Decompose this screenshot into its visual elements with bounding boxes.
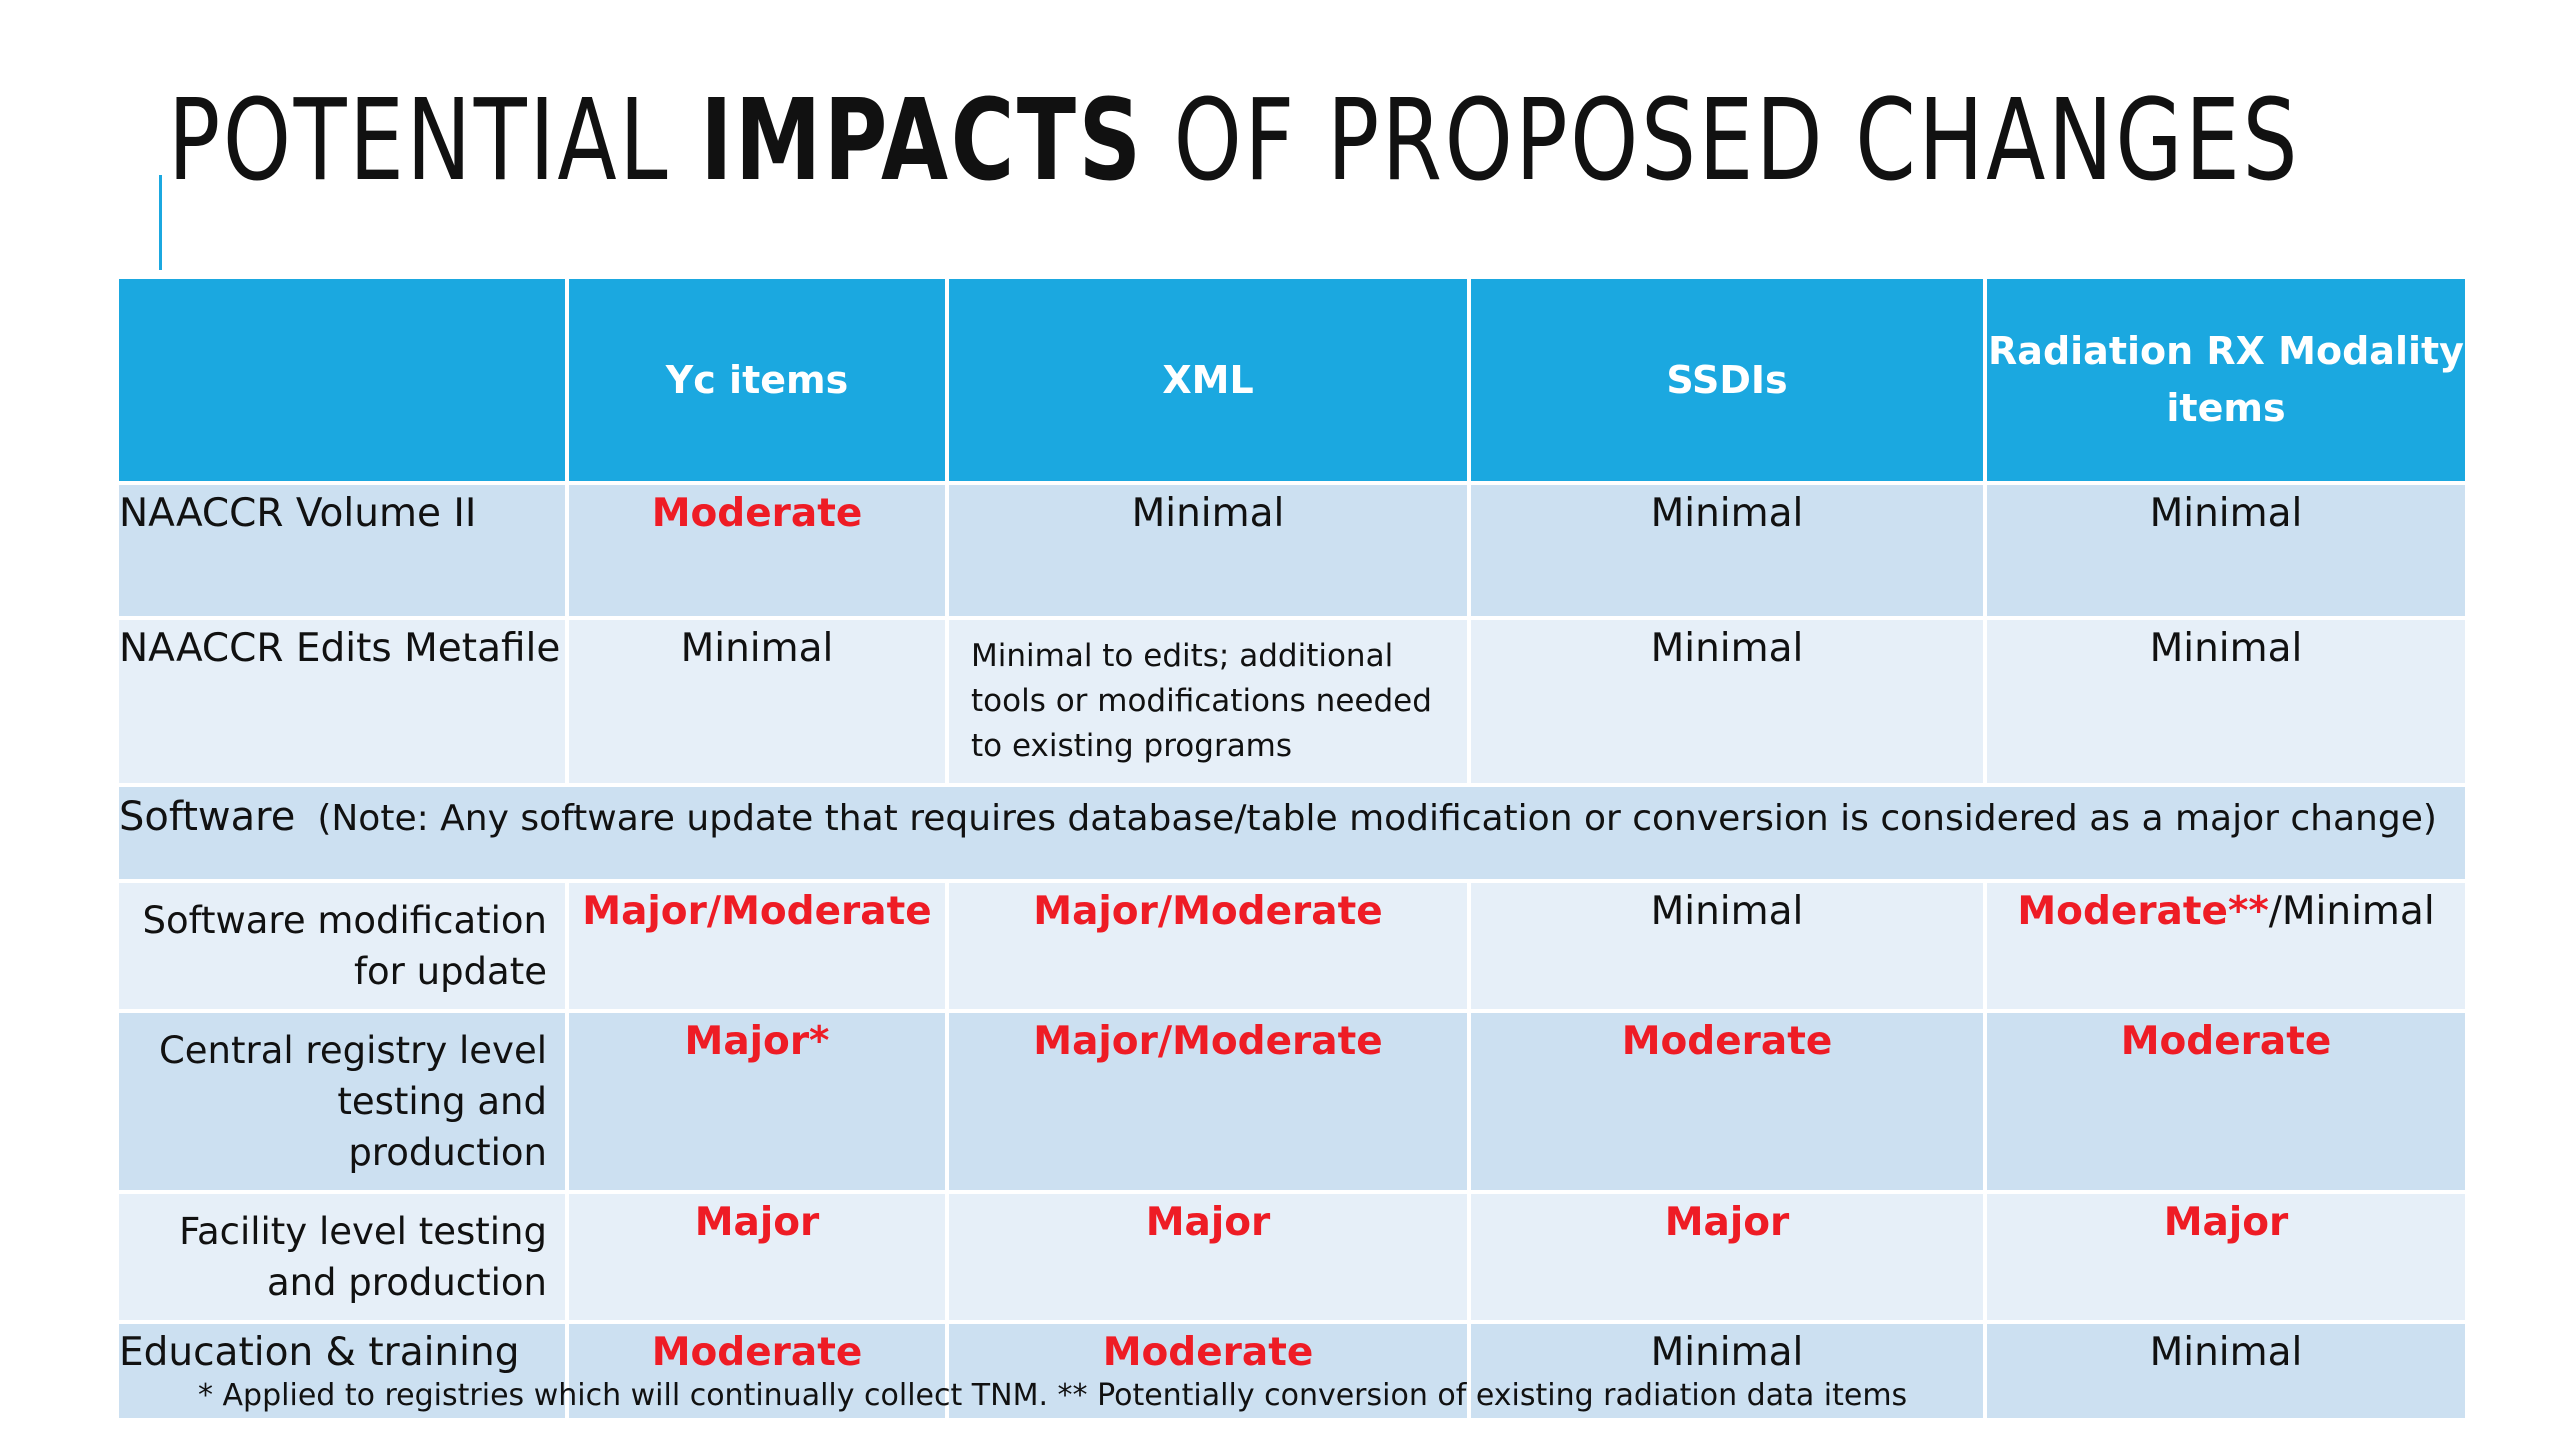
table-cell: Moderate: [1983, 1008, 2469, 1195]
table-cell: Minimal to edits; additional tools or mo…: [945, 616, 1471, 787]
table-cell: Minimal: [1467, 1320, 1987, 1423]
title-bold: IMPACTS: [700, 76, 1144, 206]
table-cell: Major: [565, 1190, 949, 1325]
table-row: Software modification for update Major/M…: [115, 878, 2469, 1013]
table-cell: Minimal: [1467, 481, 1987, 620]
header-cell-radiation-rx: Radiation RX Modality items: [1983, 275, 2469, 485]
table-cell: Moderate: [565, 481, 949, 620]
table-row: NAACCR Volume II Moderate Minimal Minima…: [115, 481, 2469, 620]
row-label: Central registry level testing and produ…: [115, 1008, 569, 1195]
table-cell: Major*: [565, 1008, 949, 1195]
header-cell-xml: XML: [945, 275, 1471, 485]
table-cell: Moderate: [1467, 1008, 1987, 1195]
table-row: Facility level testing and production Ma…: [115, 1190, 2469, 1325]
impact-table: Yc items XML SSDIs Radiation RX Modality…: [115, 275, 2469, 1423]
table-cell: Minimal: [1983, 616, 2469, 787]
table-cell: Minimal: [1467, 878, 1987, 1013]
software-label: Software: [119, 793, 296, 840]
table-cell: Moderate**/Minimal: [1983, 878, 2469, 1013]
footnote: * Applied to registries which will conti…: [198, 1378, 1908, 1413]
table-cell: Major/Moderate: [565, 878, 949, 1013]
table-cell: Moderate: [945, 1320, 1471, 1423]
software-cell: Software (Note: Any software update that …: [115, 782, 2469, 883]
table-row: Education & training Moderate Moderate M…: [115, 1320, 2469, 1423]
table-cell-rest: /Minimal: [2268, 888, 2435, 934]
table-row: Central registry level testing and produ…: [115, 1008, 2469, 1195]
table-cell: Major/Moderate: [945, 1008, 1471, 1195]
row-label: NAACCR Volume II: [115, 481, 569, 620]
slide-title: POTENTIAL IMPACTS OF PROPOSED CHANGES: [168, 79, 2300, 203]
table-cell: Minimal: [1983, 481, 2469, 620]
table-header-row: Yc items XML SSDIs Radiation RX Modality…: [115, 275, 2469, 485]
software-row: Software (Note: Any software update that …: [115, 782, 2469, 883]
title-part2: OF PROPOSED CHANGES: [1143, 76, 2301, 206]
table-cell: Minimal: [945, 481, 1471, 620]
header-cell-empty: [115, 275, 569, 485]
header-cell-yc-items: Yc items: [565, 275, 949, 485]
row-label: NAACCR Edits Metafile: [115, 616, 569, 787]
table-cell: Minimal: [1467, 616, 1987, 787]
row-label: Education & training: [115, 1320, 569, 1423]
table-cell: Moderate: [565, 1320, 949, 1423]
row-label: Software modification for update: [115, 878, 569, 1013]
title-part1: POTENTIAL: [168, 76, 701, 206]
table-cell: Major/Moderate: [945, 878, 1471, 1013]
table-cell: Major: [1983, 1190, 2469, 1325]
row-label: Facility level testing and production: [115, 1190, 569, 1325]
table-cell-emphasis: Moderate**: [2017, 888, 2269, 934]
table-cell: Minimal: [565, 616, 949, 787]
header-cell-ssdis: SSDIs: [1467, 275, 1987, 485]
table-cell: Minimal: [1983, 1320, 2469, 1423]
title-accent-line: [159, 175, 162, 270]
table-row: NAACCR Edits Metafile Minimal Minimal to…: [115, 616, 2469, 787]
software-note: (Note: Any software update that requires…: [317, 797, 2437, 839]
table-cell: Major: [945, 1190, 1471, 1325]
table-cell: Major: [1467, 1190, 1987, 1325]
